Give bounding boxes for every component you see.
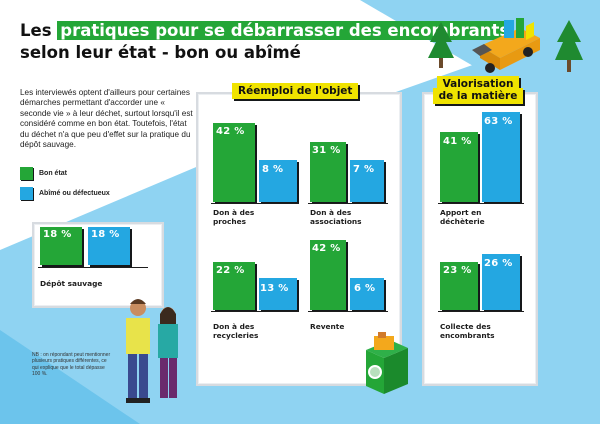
caption-decheterie: Apport en déchèterie — [440, 208, 485, 227]
label-recycleries-good: 22 % — [216, 265, 245, 276]
label-proches-bad: 8 % — [262, 164, 284, 175]
baseline-revente — [308, 311, 388, 312]
nb-note: NB : on répondant peut mentionner plusie… — [32, 352, 111, 378]
label-recycleries-bad: 13 % — [260, 283, 289, 294]
label-proches-good: 42 % — [216, 126, 245, 137]
title-prefix: Les — [20, 21, 58, 40]
caption-proches: Don à des proches — [213, 208, 255, 227]
baseline-collecte — [438, 311, 524, 312]
tree-icon — [428, 22, 454, 68]
page-title: Les pratiques pour se débarrasser des en… — [20, 20, 513, 64]
baseline-recycleries — [211, 311, 299, 312]
legend-damaged: Abîmé ou défectueux — [20, 187, 110, 200]
baseline-associations — [308, 203, 388, 204]
bar-decheterie-good — [440, 132, 478, 202]
bar-revente-bad — [350, 278, 384, 310]
tree-icon — [555, 20, 583, 72]
bar-collecte-bad — [482, 254, 520, 310]
bar-depot-good — [40, 227, 82, 265]
legend-good-label: Bon état — [39, 170, 67, 177]
label-collecte-bad: 26 % — [484, 258, 513, 269]
bar-revente-good — [310, 240, 346, 310]
recycling-bin-icon — [366, 332, 408, 394]
legend-swatch-green — [20, 167, 33, 180]
people-illustration — [126, 299, 178, 403]
legend-swatch-blue — [20, 187, 33, 200]
garbage-truck-icon — [472, 18, 540, 73]
panel-reemploi-title: Réemploi de l'objet — [232, 83, 359, 99]
title-highlight: pratiques pour se débarrasser des encomb… — [57, 21, 513, 40]
label-revente-bad: 6 % — [354, 283, 376, 294]
intro-text: Les interviewés optent d'ailleurs pour c… — [20, 88, 193, 150]
label-associations-bad: 7 % — [353, 164, 375, 175]
bar-depot-bad — [88, 227, 130, 265]
label-depot-good: 18 % — [43, 229, 72, 240]
label-decheterie-good: 41 % — [443, 136, 472, 147]
title-line2: selon leur état - bon ou abîmé — [20, 43, 301, 62]
baseline-proches — [211, 203, 299, 204]
bar-proches-bad — [259, 160, 297, 202]
baseline-decheterie — [438, 203, 524, 204]
label-decheterie-bad: 63 % — [484, 116, 513, 127]
bar-associations-bad — [350, 160, 384, 202]
bar-decheterie-bad — [482, 112, 520, 202]
legend-damaged-label: Abîmé ou défectueux — [39, 190, 110, 197]
caption-revente: Revente — [310, 322, 345, 331]
caption-collecte: Collecte des encombrants — [440, 322, 495, 341]
bar-collecte-good — [440, 262, 478, 310]
label-associations-good: 31 % — [312, 145, 341, 156]
label-revente-good: 42 % — [312, 243, 341, 254]
legend-good: Bon état — [20, 167, 67, 180]
baseline-depot — [38, 267, 148, 268]
caption-recycleries: Don à des recycleries — [213, 322, 259, 341]
panel-valorisation-title: Valorisation de la matière — [426, 76, 530, 104]
bar-recycleries-good — [213, 262, 255, 310]
bar-recycleries-bad — [259, 278, 297, 310]
caption-depot: Dépôt sauvage — [40, 279, 103, 288]
label-depot-bad: 18 % — [91, 229, 120, 240]
caption-associations: Don à des associations — [310, 208, 362, 227]
bar-associations-good — [310, 142, 346, 202]
label-collecte-good: 23 % — [443, 265, 472, 276]
bar-proches-good — [213, 123, 255, 202]
